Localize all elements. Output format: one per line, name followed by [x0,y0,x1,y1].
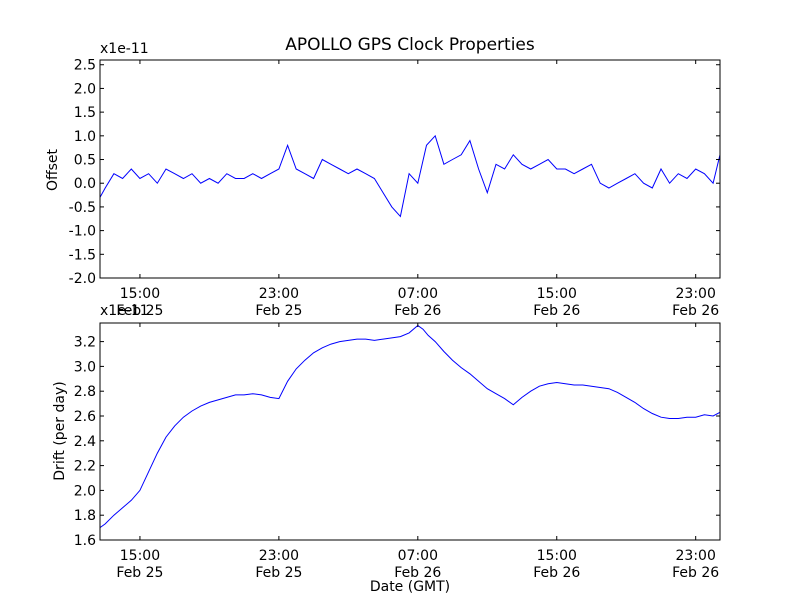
drift-y-tick-label: 2.4 [74,434,96,450]
offset-x-tick-date-label: Feb 25 [116,303,163,319]
drift-x-tick-time-label: 23:00 [676,548,716,564]
drift-y-tick-label: 3.2 [74,335,96,351]
drift-y-tick-label: 2.8 [74,384,96,400]
offset-y-tick-label: -0.5 [69,200,96,216]
offset-x-tick-date-label: Feb 26 [394,303,441,319]
offset-x-tick-time-label: 07:00 [398,286,438,302]
offset-plot-frame [99,59,721,279]
offset-x-tick-date-label: Feb 25 [255,303,302,319]
drift-y-tick-label: 2.0 [74,483,96,499]
drift-x-tick-time-label: 15:00 [537,548,577,564]
drift-x-tick-date-label: Feb 25 [116,565,163,581]
offset-y-tick-label: 1.5 [74,105,96,121]
drift-y-tick-label: 2.6 [74,409,96,425]
offset-x-tick-time-label: 23:00 [259,286,299,302]
drift-x-tick-date-label: Feb 26 [533,565,580,581]
chart-title: APOLLO GPS Clock Properties [285,35,535,55]
offset-y-tick-label: 2.5 [74,58,96,74]
drift-x-axis-label: Date (GMT) [370,579,450,595]
drift-x-tick-time-label: 07:00 [398,548,438,564]
drift-series-line [99,324,721,529]
offset-y-tick-label: -2.0 [69,271,96,287]
offset-y-tick-label: 0.5 [74,153,96,169]
drift-x-tick-time-label: 15:00 [120,548,160,564]
offset-y-tick-label: 0.0 [74,176,96,192]
drift-x-tick-date-label: Feb 25 [255,565,302,581]
offset-scale-label: x1e-11 [100,41,149,57]
drift-y-tick-label: 1.6 [74,533,96,549]
drift-x-tick-date-label: Feb 26 [672,565,719,581]
offset-x-tick-time-label: 23:00 [676,286,716,302]
offset-y-tick-label: -1.5 [69,247,96,263]
offset-y-axis-label: Offset [45,148,61,191]
offset-y-tick-label: -1.0 [69,224,96,240]
drift-x-tick-time-label: 23:00 [259,548,299,564]
offset-x-tick-date-label: Feb 26 [672,303,719,319]
drift-scale-label: x1e-11 [100,303,149,319]
drift-x-tick-date-label: Feb 26 [394,565,441,581]
drift-y-tick-label: 3.0 [74,359,96,375]
drift-chart: x1e-11 Drift (per day) Date (GMT) 3.2 3.0… [52,303,721,595]
offset-x-tick-date-label: Feb 26 [533,303,580,319]
offset-series-line [99,134,721,218]
drift-y-tick-label: 1.8 [74,508,96,524]
offset-chart: APOLLO GPS Clock Properties x1e-11 Offse… [45,35,721,319]
drift-y-tick-label: 2.2 [74,459,96,475]
offset-y-tick-label: 2.0 [74,81,96,97]
offset-plot-area: 2.52.01.51.00.50.0-0.5-1.0-1.5-2.015:00F… [69,58,721,319]
offset-y-tick-label: 1.0 [74,129,96,145]
offset-x-tick-time-label: 15:00 [120,286,160,302]
offset-x-tick-time-label: 15:00 [537,286,577,302]
drift-y-axis-label: Drift (per day) [52,381,68,480]
drift-plot-frame [99,322,721,541]
